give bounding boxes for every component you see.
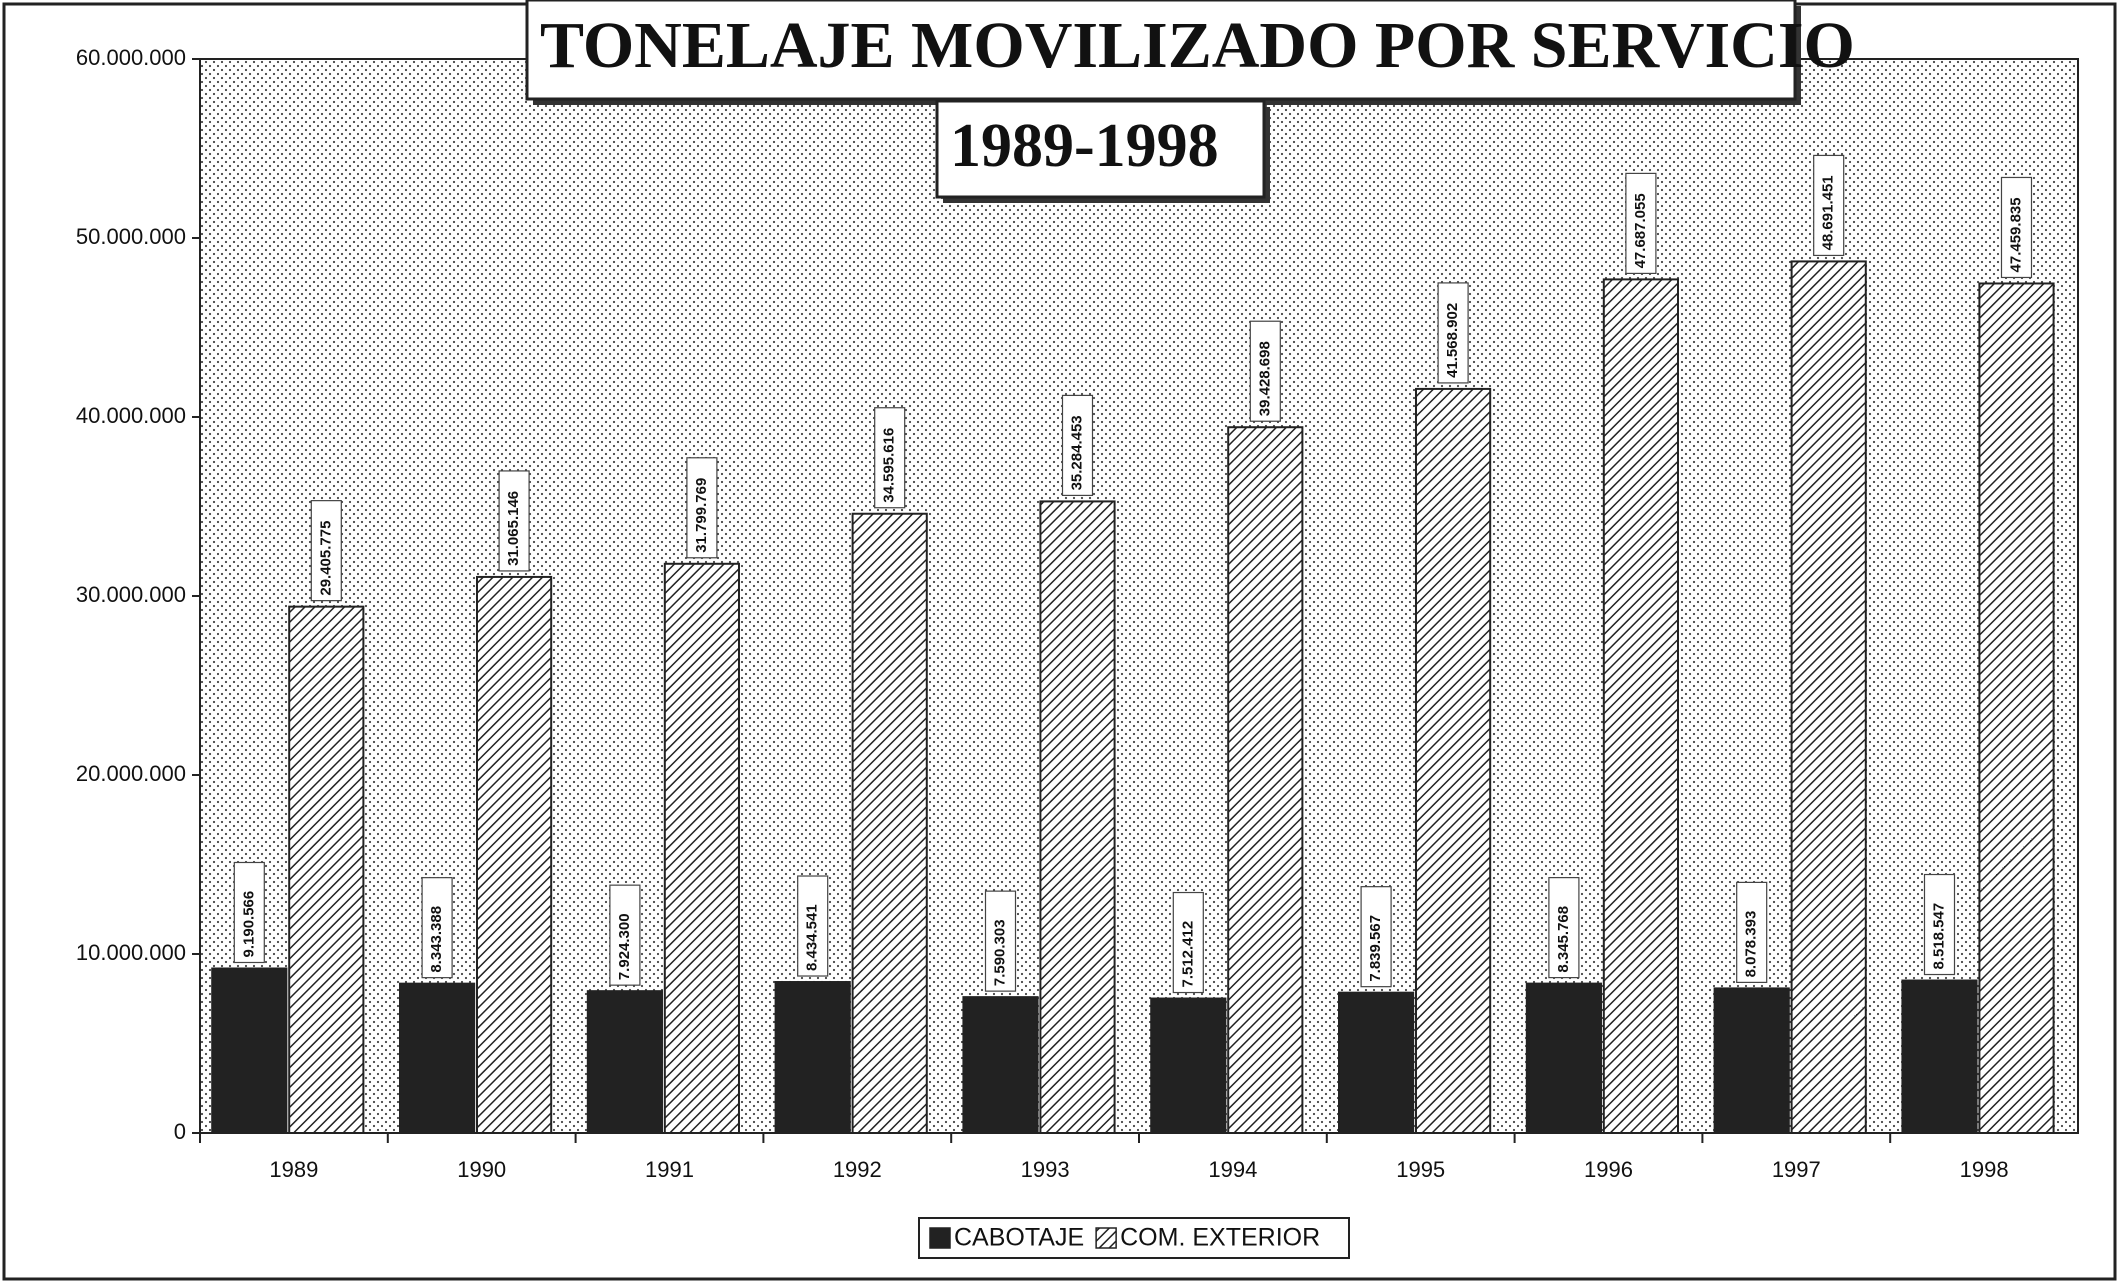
value-label: 7.512.412 xyxy=(1179,921,1196,988)
value-label: 39.428.698 xyxy=(1256,341,1273,416)
y-tick-label: 50.000.000 xyxy=(76,224,186,249)
value-label: 35.284.453 xyxy=(1068,415,1085,490)
bar xyxy=(1901,979,1978,1134)
x-tick-label: 1989 xyxy=(269,1157,318,1182)
value-label: 8.343.388 xyxy=(428,906,445,973)
bar xyxy=(962,996,1039,1135)
bar xyxy=(1150,997,1227,1134)
value-label: 8.518.547 xyxy=(1930,903,1947,970)
value-label: 7.839.567 xyxy=(1367,915,1384,982)
value-label-box xyxy=(1360,886,1392,988)
value-label: 48.691.451 xyxy=(1820,175,1837,250)
legend-label: CABOTAJE xyxy=(954,1224,1084,1252)
value-label: 31.799.769 xyxy=(693,478,710,553)
value-label: 29.405.775 xyxy=(317,521,334,596)
x-tick-label: 1997 xyxy=(1772,1157,1821,1182)
y-tick-label: 60.000.000 xyxy=(76,45,186,70)
x-tick-label: 1996 xyxy=(1584,1157,1633,1182)
value-label: 47.459.835 xyxy=(2007,197,2024,272)
value-label-box xyxy=(1249,320,1281,422)
bar xyxy=(476,575,553,1134)
value-label-box xyxy=(233,861,265,964)
value-label-box xyxy=(1061,394,1094,497)
value-label-box xyxy=(1813,154,1845,257)
chart-title: TONELAJE MOVILIZADO POR SERVICIO xyxy=(540,9,1855,82)
y-tick-label: 20.000.000 xyxy=(76,761,186,786)
legend-label: COM. EXTERIOR xyxy=(1120,1224,1320,1252)
value-label-box xyxy=(2000,176,2033,279)
bar xyxy=(586,990,663,1134)
value-label: 7.590.303 xyxy=(991,919,1008,986)
bar xyxy=(211,967,288,1135)
bar xyxy=(1227,426,1304,1134)
value-label-box xyxy=(984,890,1017,992)
x-tick-label: 1994 xyxy=(1208,1157,1257,1182)
x-tick-label: 1990 xyxy=(457,1157,506,1182)
subtitle-box xyxy=(935,99,1266,199)
value-label-box xyxy=(1172,891,1204,994)
x-tick-label: 1991 xyxy=(645,1157,694,1182)
value-label: 31.065.146 xyxy=(505,491,522,566)
value-label-box xyxy=(874,407,906,509)
legend-box xyxy=(918,1217,1350,1259)
value-label-box xyxy=(310,500,342,602)
bar xyxy=(1790,260,1867,1134)
value-label-box xyxy=(686,457,718,559)
value-label-box xyxy=(1437,282,1469,384)
value-label: 41.568.902 xyxy=(1444,303,1461,378)
value-label-box xyxy=(1736,881,1768,983)
y-tick-label: 10.000.000 xyxy=(76,940,186,965)
bar xyxy=(1039,500,1116,1135)
bar xyxy=(1602,278,1679,1134)
value-label-box xyxy=(421,877,453,979)
y-tick-label: 0 xyxy=(174,1119,186,1144)
x-tick-label: 1998 xyxy=(1960,1157,2009,1182)
value-label: 47.687.055 xyxy=(1632,193,1649,268)
value-label: 8.078.393 xyxy=(1743,911,1760,978)
x-tick-label: 1995 xyxy=(1396,1157,1445,1182)
value-label: 8.434.541 xyxy=(804,904,821,971)
title-box xyxy=(525,0,1797,101)
value-label-box xyxy=(797,875,829,977)
bar xyxy=(1415,387,1492,1135)
bar xyxy=(399,982,476,1135)
value-label-box xyxy=(609,884,641,986)
value-label-box xyxy=(498,470,530,572)
bar xyxy=(288,605,365,1134)
value-label-box xyxy=(1548,877,1580,979)
bar xyxy=(774,981,851,1135)
value-label-box xyxy=(1625,172,1657,275)
x-tick-label: 1993 xyxy=(1021,1157,1070,1182)
bar xyxy=(1713,987,1790,1135)
bar xyxy=(1978,282,2055,1135)
bar xyxy=(1525,982,1602,1135)
value-label-box xyxy=(1923,873,1956,976)
bar xyxy=(663,562,740,1134)
value-label: 34.595.616 xyxy=(881,428,898,503)
value-label: 8.345.768 xyxy=(1555,906,1572,973)
y-tick-label: 30.000.000 xyxy=(76,582,186,607)
chart-subtitle: 1989-1998 xyxy=(950,112,1219,180)
legend-swatch xyxy=(1095,1227,1117,1249)
value-label: 7.924.300 xyxy=(616,913,633,980)
value-label: 9.190.566 xyxy=(240,891,257,958)
legend-swatch xyxy=(929,1227,951,1249)
x-tick-label: 1992 xyxy=(833,1157,882,1182)
bar xyxy=(1338,991,1415,1134)
y-tick-label: 40.000.000 xyxy=(76,403,186,428)
bar xyxy=(851,512,928,1134)
